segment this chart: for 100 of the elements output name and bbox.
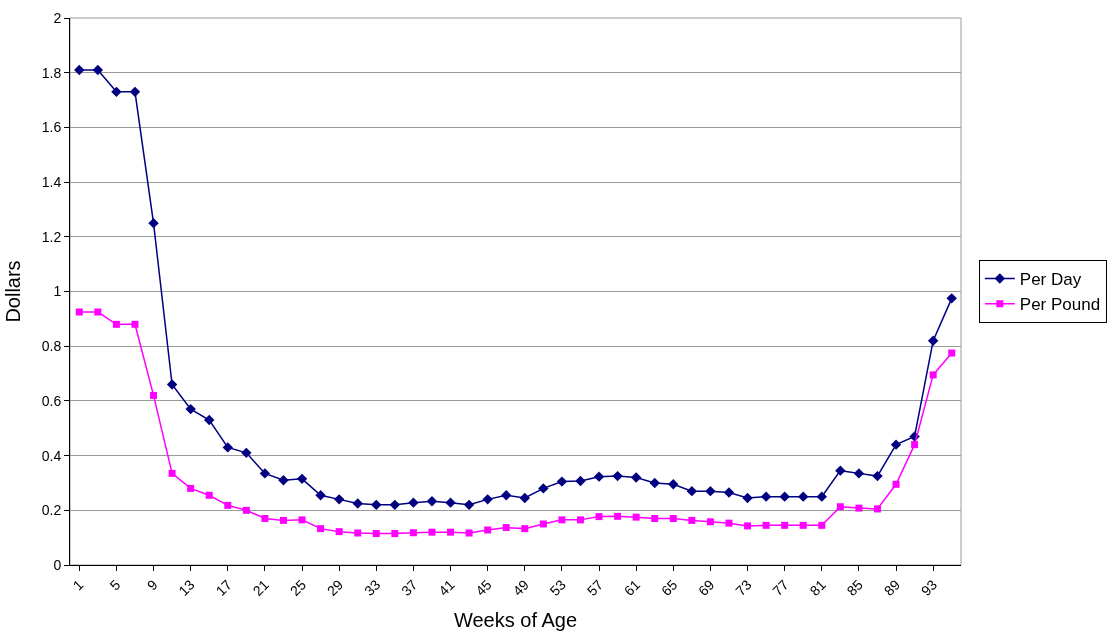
- x-tick-label: 93: [917, 576, 941, 599]
- point: [798, 491, 809, 502]
- point: [725, 519, 733, 527]
- point: [948, 349, 956, 357]
- point: [224, 501, 232, 509]
- y-tick-label: 0: [53, 556, 62, 573]
- point: [92, 64, 104, 76]
- x-tick-label: 13: [175, 576, 198, 599]
- point: [946, 293, 957, 304]
- point: [632, 513, 640, 521]
- x-tick-label: 81: [806, 576, 829, 599]
- point: [576, 516, 584, 524]
- y-tick-label: 1.4: [41, 174, 62, 190]
- point: [333, 494, 345, 505]
- y-tick-label: 0.6: [41, 392, 62, 409]
- point: [445, 497, 456, 508]
- point: [354, 529, 362, 537]
- y-tick-label: 0.2: [41, 502, 62, 519]
- point: [669, 515, 677, 523]
- point: [465, 529, 473, 537]
- point: [668, 479, 679, 490]
- point: [296, 473, 308, 485]
- point: [723, 487, 735, 498]
- point: [129, 86, 141, 98]
- point: [447, 528, 455, 536]
- point: [649, 477, 660, 489]
- x-tick-label: 37: [398, 576, 421, 599]
- point: [166, 379, 178, 390]
- point: [873, 505, 881, 513]
- point: [836, 503, 844, 511]
- point: [391, 530, 399, 538]
- point: [575, 475, 586, 487]
- point: [686, 485, 698, 497]
- point: [779, 491, 790, 502]
- y-tick-label: 1: [53, 283, 62, 300]
- point: [278, 475, 289, 486]
- point: [74, 64, 85, 76]
- point: [911, 441, 919, 449]
- point: [315, 490, 326, 501]
- point: [927, 335, 939, 346]
- point: [482, 494, 493, 505]
- point: [799, 521, 807, 529]
- y-tick-label: 1.6: [41, 119, 62, 136]
- point: [855, 504, 863, 512]
- point: [744, 522, 752, 530]
- x-tick-label: 29: [323, 576, 347, 599]
- point: [539, 520, 547, 528]
- point: [929, 371, 937, 379]
- x-tick-label: 5: [106, 576, 124, 594]
- x-tick-label: 61: [620, 576, 644, 599]
- point: [112, 320, 120, 328]
- point: [593, 471, 605, 482]
- x-tick-label: 65: [658, 576, 681, 599]
- y-tick-label: 0.4: [41, 447, 62, 464]
- point: [242, 506, 250, 514]
- point: [614, 512, 622, 520]
- point: [651, 515, 659, 523]
- point: [148, 217, 159, 229]
- point: [853, 468, 865, 479]
- point: [502, 524, 510, 532]
- y-tick-label: 1.2: [41, 228, 62, 245]
- point: [781, 521, 789, 529]
- x-tick-label: 53: [546, 576, 570, 599]
- x-tick-label: 73: [732, 576, 755, 599]
- point: [111, 86, 122, 98]
- point: [131, 320, 139, 328]
- point: [519, 492, 530, 504]
- point: [762, 521, 770, 529]
- legend-label: Per Day: [1019, 270, 1082, 290]
- x-tick-label: 9: [143, 576, 161, 594]
- x-axis-title: Weeks of Age: [453, 609, 578, 632]
- x-tick-label: 33: [361, 576, 384, 599]
- x-tick-label: 1: [69, 576, 87, 594]
- point: [872, 470, 883, 482]
- point: [150, 391, 158, 399]
- point: [556, 476, 568, 487]
- point: [371, 499, 382, 511]
- point: [538, 483, 549, 494]
- y-tick-label: 1.8: [41, 64, 62, 81]
- point: [426, 496, 438, 507]
- point: [630, 472, 642, 483]
- point: [168, 469, 176, 477]
- y-axis-title: Dollars: [2, 260, 25, 323]
- point: [463, 499, 475, 511]
- point: [428, 528, 436, 536]
- x-tick-label: 85: [843, 576, 867, 599]
- point: [261, 515, 269, 523]
- point: [372, 530, 380, 538]
- x-tick-label: 89: [880, 576, 904, 599]
- point: [595, 513, 603, 521]
- x-tick-label: 45: [472, 576, 495, 599]
- point: [75, 308, 83, 316]
- x-tick-label: 49: [509, 576, 532, 599]
- x-tick-label: 21: [249, 576, 273, 599]
- point: [521, 525, 529, 533]
- x-tick-label: 41: [435, 576, 458, 599]
- point: [835, 465, 846, 476]
- point: [352, 498, 363, 509]
- point: [558, 516, 566, 524]
- point: [760, 491, 772, 502]
